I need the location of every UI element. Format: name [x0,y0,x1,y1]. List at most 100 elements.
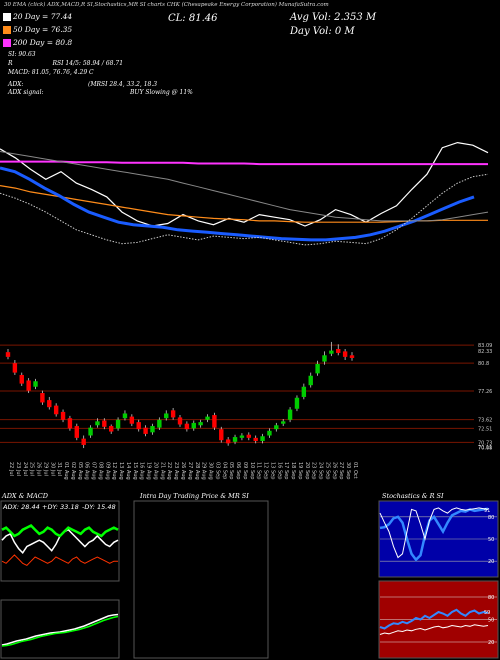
adx-series-dy [1,523,119,538]
candle-body [191,422,196,429]
date-tick-label: 18 Sep [290,462,296,479]
day-volume: Day Vol: 0 M [290,26,355,37]
date-tick-label: 16 Aug [139,462,145,480]
price-tick-label: 70.11 [478,445,492,451]
candle-body [67,418,73,429]
date-tick-label: 19 Sep [297,462,303,479]
rsi-level-label: 20 [488,640,494,646]
rsi-label: R RSI 14/5: 58.94 / 68.71 [8,60,123,67]
candle-body [198,422,203,426]
price-tick-label: 72.51 [478,426,492,432]
ema200-swatch [3,38,11,47]
rsi-lines: 59 [379,608,490,635]
adx-signal-label: ADX signal: [8,89,44,96]
date-tick-label: 08 Aug [97,462,103,480]
date-tick-label: 27 Sep [338,462,344,479]
candle-body [33,381,38,387]
date-tick-label: 22 Aug [166,462,172,480]
stoch-lines: 91 [379,507,490,562]
candle-body [74,426,79,438]
buy-signal: BUY Slowing @ 11% [130,89,193,96]
price-tick-label: 77.26 [478,389,492,395]
legend-ema200: 200 Day = 80.8 [3,38,72,47]
rsi-value-label: 59 [484,610,490,616]
date-tick-label: 25 Jul [29,462,35,476]
candle-body [349,355,355,358]
candle-body [164,413,169,419]
stoch-level-label: 20 [488,559,494,565]
date-tick-label: 24 Jul [22,462,28,476]
date-tick-label: 05 Sep [228,462,234,479]
candle-body [336,349,341,353]
bottom-panels-svg: ADX: 28.44 +DY: 33.18 -DY: 15.48 805020 … [0,500,499,659]
price-tick-label: 82.33 [478,349,492,355]
stoch-value-label: 91 [484,508,490,514]
ema200-label: 200 Day = 80.8 [13,38,73,47]
candle-body [212,415,217,428]
price-tick-label: 73.62 [478,418,492,424]
date-tick-label: 06 Aug [84,462,90,480]
candle-body [219,429,224,441]
adx-value-label: ADX: 28.44 [2,503,40,511]
date-tick-label: 19 Aug [146,462,152,480]
candle-body [274,425,279,430]
legend-ema20: 20 Day = 77.44 [3,12,72,21]
date-tick-label: 28 Aug [194,462,200,480]
date-tick-label: 03 Sep [214,462,220,479]
mrsi-line [379,624,489,635]
date-tick-labels: 22 Jul 23 Jul 24 Jul 25 Jul 26 Jul 29 Jul 30 J… [8,462,358,480]
date-tick-label: 23 Jul [15,462,21,476]
ema-line-200-day [0,160,488,166]
average-volume: Avg Vol: 2.353 M [290,12,377,23]
candle-body [136,422,141,430]
candle-body [342,351,348,357]
mrsi-panel-frame [133,500,269,659]
date-tick-label: 23 Sep [311,462,317,479]
adx-series-dy [1,554,118,567]
candle-body [115,419,121,429]
ema20-swatch [3,12,11,21]
date-tick-label: 01 Oct [352,462,358,479]
date-tick-label: 20 Sep [304,462,310,479]
date-tick-label: 29 Aug [201,462,207,480]
rsi-level-label: 50 [488,618,494,624]
date-tick-label: 07 Aug [91,462,97,480]
date-tick-label: 04 Sep [221,462,227,479]
date-tick-label: 31 Jul [56,462,62,476]
date-tick-label: 17 Sep [283,462,289,479]
mdy-value-label: -DY: 15.48 [82,503,116,511]
date-tick-label: 06 Sep [235,462,241,479]
candle-body [232,437,238,442]
mrsi-value: (MRSI 28.4, 33.2, 18.3 [88,81,158,88]
ema-lines [0,141,489,246]
ema-line-20-day [0,141,489,227]
adx-macd-title: ADX & MACD [2,492,48,500]
date-tick-label: 29 Jul [42,462,48,476]
candle-body [150,426,155,433]
macd-lines [1,613,119,647]
date-tick-label: 25 Sep [324,462,330,479]
candle-body [122,413,128,419]
candle-body [88,427,93,436]
candle-body [81,438,86,445]
ema50-swatch [3,25,11,34]
candle-body [95,421,100,426]
rsi-value: SI: 90.63 [8,51,36,58]
candle-body [315,363,320,374]
stoch-level-label: 80 [488,515,494,521]
candle-body [329,350,334,354]
date-tick-label: 30 Jul [49,462,55,476]
candle-body [12,363,18,373]
candle-body [47,400,52,408]
candle-body [53,405,59,415]
mrsi-title: Intra Day Trading Price & MR SI [140,492,249,500]
candle-body [102,420,107,427]
pdy-value-label: +DY: 33.18 [42,503,79,511]
date-tick-label: 09 Aug [104,462,110,480]
price-tick-label: 70.08 [478,445,492,451]
blue-trend-line [0,166,475,242]
candle-body [40,393,45,403]
date-tick-label: 01 Aug [63,462,69,480]
